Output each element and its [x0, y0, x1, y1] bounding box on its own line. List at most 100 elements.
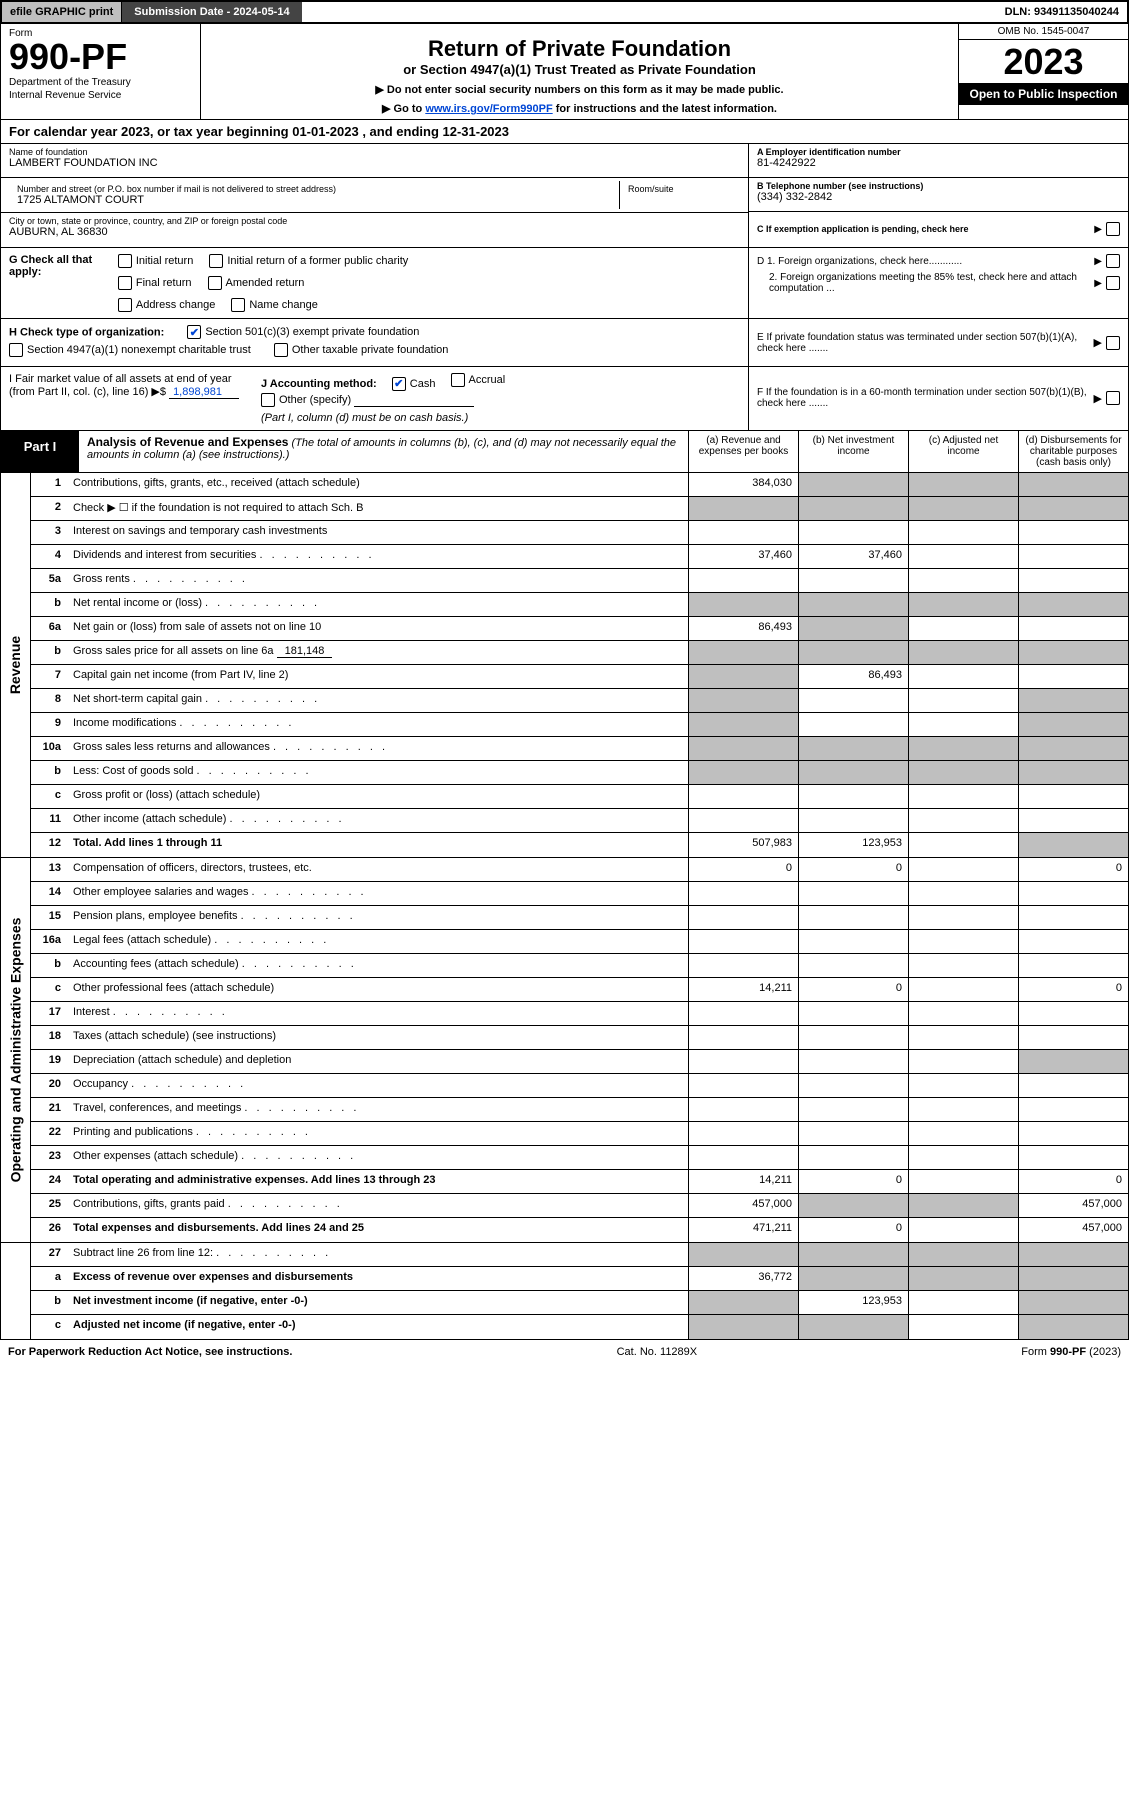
col-c-val — [908, 978, 1018, 1001]
chk-address-change[interactable] — [118, 298, 132, 312]
col-c-val — [908, 882, 1018, 905]
row-desc: Legal fees (attach schedule) — [67, 930, 688, 953]
exemption-box: C If exemption application is pending, c… — [749, 212, 1128, 246]
row-desc: Total. Add lines 1 through 11 — [67, 833, 688, 857]
efile-print-button[interactable]: efile GRAPHIC print — [2, 2, 122, 22]
chk-4947[interactable] — [9, 343, 23, 357]
col-a-val — [688, 1026, 798, 1049]
col-a-val — [688, 593, 798, 616]
table-row: 20Occupancy — [31, 1074, 1128, 1098]
open-to-public: Open to Public Inspection — [959, 83, 1128, 105]
col-c-val — [908, 1267, 1018, 1290]
col-c-val — [908, 1026, 1018, 1049]
h-label: H Check type of organization: — [9, 327, 164, 339]
col-d-val — [1018, 689, 1128, 712]
chk-final-return[interactable] — [118, 276, 132, 290]
col-d-val — [1018, 569, 1128, 592]
row-desc: Interest — [67, 1002, 688, 1025]
col-c-val — [908, 545, 1018, 568]
col-d-val — [1018, 1122, 1128, 1145]
info-section: Name of foundation LAMBERT FOUNDATION IN… — [0, 144, 1129, 248]
row-desc: Occupancy — [67, 1074, 688, 1097]
col-b-val: 0 — [798, 858, 908, 881]
opt-cash: Cash — [410, 378, 436, 390]
irs-link[interactable]: www.irs.gov/Form990PF — [425, 103, 552, 115]
city-box: City or town, state or province, country… — [1, 213, 748, 247]
col-c-val — [908, 1122, 1018, 1145]
col-b-val — [798, 1267, 908, 1290]
col-b-val: 0 — [798, 1170, 908, 1193]
col-c-head: (c) Adjusted net income — [908, 431, 1018, 472]
row-desc: Gross profit or (loss) (attach schedule) — [67, 785, 688, 808]
row-num: 8 — [31, 689, 67, 712]
table-row: 26Total expenses and disbursements. Add … — [31, 1218, 1128, 1242]
col-c-val — [908, 593, 1018, 616]
part1-title: Analysis of Revenue and Expenses — [87, 435, 288, 449]
row-num: c — [31, 978, 67, 1001]
chk-initial-return[interactable] — [118, 254, 132, 268]
chk-name-change[interactable] — [231, 298, 245, 312]
chk-amended-return[interactable] — [208, 276, 222, 290]
col-a-val — [688, 1074, 798, 1097]
chk-cash[interactable]: ✔ — [392, 377, 406, 391]
col-c-val — [908, 641, 1018, 664]
chk-501c3[interactable]: ✔ — [187, 325, 201, 339]
note-link: ▶ Go to www.irs.gov/Form990PF for instru… — [205, 102, 954, 115]
col-b-val — [798, 906, 908, 929]
col-d-val — [1018, 1315, 1128, 1339]
chk-d2[interactable] — [1106, 276, 1120, 290]
col-a-val — [688, 1243, 798, 1266]
chk-initial-former[interactable] — [209, 254, 223, 268]
d2-text: 2. Foreign organizations meeting the 85%… — [757, 272, 1094, 294]
col-b-val — [798, 569, 908, 592]
col-d-val — [1018, 1291, 1128, 1314]
tax-year: 2023 — [959, 40, 1128, 83]
table-row: 7Capital gain net income (from Part IV, … — [31, 665, 1128, 689]
row-num: b — [31, 641, 67, 664]
col-b-val: 123,953 — [798, 833, 908, 857]
chk-d1[interactable] — [1106, 254, 1120, 268]
table-row: 10aGross sales less returns and allowanc… — [31, 737, 1128, 761]
table-row: 9Income modifications — [31, 713, 1128, 737]
row-num: a — [31, 1267, 67, 1290]
section-g: G Check all that apply: Initial return I… — [0, 248, 1129, 319]
table-row: 19Depreciation (attach schedule) and dep… — [31, 1050, 1128, 1074]
col-d-val — [1018, 1074, 1128, 1097]
chk-other-method[interactable] — [261, 393, 275, 407]
chk-accrual[interactable] — [451, 373, 465, 387]
table-row: 6aNet gain or (loss) from sale of assets… — [31, 617, 1128, 641]
col-b-val — [798, 761, 908, 784]
table-row: 2Check ▶ ☐ if the foundation is not requ… — [31, 497, 1128, 521]
row-num: 15 — [31, 906, 67, 929]
row-num: c — [31, 1315, 67, 1339]
col-b-head: (b) Net investment income — [798, 431, 908, 472]
chk-f[interactable] — [1106, 391, 1120, 405]
row-desc: Net rental income or (loss) — [67, 593, 688, 616]
name-label: Name of foundation — [9, 147, 740, 157]
table-row: 16aLegal fees (attach schedule) — [31, 930, 1128, 954]
row-num: 26 — [31, 1218, 67, 1242]
form-number-cell: Form 990-PF Department of the Treasury I… — [1, 24, 201, 119]
phone-label: B Telephone number (see instructions) — [757, 181, 1120, 191]
col-b-val — [798, 689, 908, 712]
row-num: 23 — [31, 1146, 67, 1169]
col-a-val — [688, 713, 798, 736]
exemption-checkbox[interactable] — [1106, 222, 1120, 236]
col-b-val: 123,953 — [798, 1291, 908, 1314]
col-a-val — [688, 1122, 798, 1145]
col-d-val — [1018, 833, 1128, 857]
opt-other-method: Other (specify) — [279, 394, 351, 406]
chk-other-taxable[interactable] — [274, 343, 288, 357]
col-a-val — [688, 906, 798, 929]
opt-501c3: Section 501(c)(3) exempt private foundat… — [205, 326, 419, 338]
summary-table: 27Subtract line 26 from line 12: aExcess… — [0, 1243, 1129, 1340]
col-d-val — [1018, 641, 1128, 664]
opt-final-return: Final return — [136, 277, 192, 289]
col-b-val — [798, 617, 908, 640]
address-box: Number and street (or P.O. box number if… — [1, 178, 748, 213]
col-d-val: 0 — [1018, 978, 1128, 1001]
col-a-val: 507,983 — [688, 833, 798, 857]
chk-e[interactable] — [1106, 336, 1120, 350]
col-d-val — [1018, 1146, 1128, 1169]
f-text: F If the foundation is in a 60-month ter… — [757, 387, 1094, 409]
